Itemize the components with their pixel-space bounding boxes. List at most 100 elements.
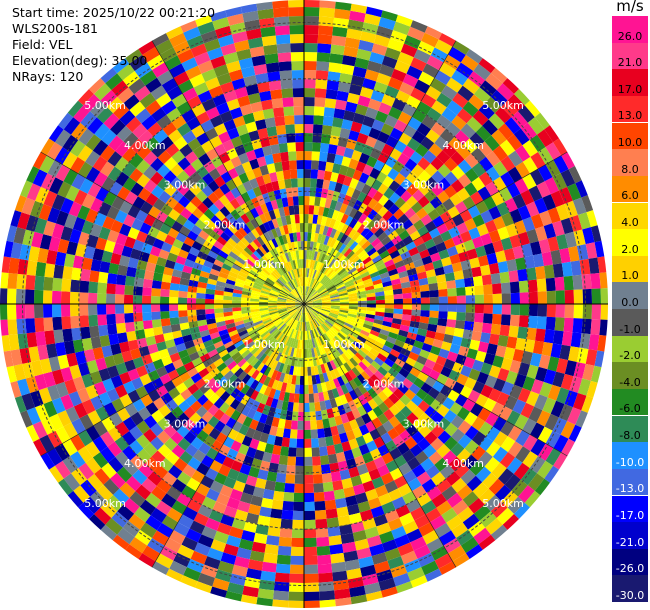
ppi-bin	[210, 480, 224, 494]
ppi-bin	[552, 263, 564, 278]
ppi-bin	[315, 283, 323, 291]
ppi-bin	[144, 270, 155, 281]
ppi-bin	[442, 397, 455, 410]
ppi-bin	[77, 446, 93, 463]
ppi-bin	[387, 556, 404, 570]
ppi-bin	[400, 319, 411, 327]
ppi-bin	[320, 263, 327, 273]
ppi-bin	[402, 145, 416, 159]
ppi-bin	[85, 166, 101, 183]
ppi-bin	[298, 195, 304, 206]
ppi-bin	[509, 314, 520, 327]
ppi-bin	[241, 435, 253, 447]
ppi-bin	[217, 560, 235, 574]
ppi-bin	[250, 292, 260, 297]
ppi-bin	[223, 291, 233, 297]
ppi-bin	[447, 389, 460, 402]
ppi-bin	[320, 293, 330, 298]
colorbar-tick-label: 17.0	[617, 82, 643, 96]
ppi-bin	[103, 478, 120, 495]
ppi-bin	[156, 70, 174, 86]
ppi-bin	[122, 416, 137, 431]
ppi-bin	[472, 275, 483, 287]
ppi-bin	[402, 298, 413, 304]
ppi-bin	[267, 275, 276, 283]
ppi-bin	[87, 410, 102, 426]
range-ring-label: 4.00km	[124, 139, 166, 152]
ppi-bin	[232, 313, 243, 319]
ppi-bin	[277, 322, 285, 330]
colorbar-segment: 0.0	[612, 282, 648, 309]
ppi-bin	[393, 172, 406, 186]
ppi-bin	[424, 405, 437, 419]
ppi-bin	[160, 281, 171, 290]
ppi-bin	[178, 297, 188, 304]
ppi-bin	[281, 437, 290, 448]
ppi-bin	[502, 514, 519, 530]
ppi-bin	[49, 177, 64, 195]
ppi-bin	[278, 293, 288, 298]
ppi-bin	[25, 274, 36, 290]
ppi-bin	[575, 180, 588, 198]
ppi-bin	[477, 186, 492, 201]
ppi-bin	[292, 311, 299, 319]
ppi-bin	[171, 500, 187, 515]
ppi-bin	[275, 125, 287, 136]
range-ring-label: 3.00km	[164, 179, 206, 192]
ppi-bin	[462, 196, 476, 210]
ppi-bin	[301, 321, 304, 331]
ppi-bin	[58, 478, 74, 496]
ppi-bin	[198, 229, 210, 241]
ppi-bin	[283, 106, 295, 116]
ppi-bin	[297, 297, 304, 304]
ppi-bin	[306, 312, 311, 322]
ppi-bin	[39, 358, 52, 374]
ppi-bin	[350, 3, 368, 14]
ppi-bin	[48, 356, 61, 372]
ppi-bin	[196, 314, 207, 321]
ppi-bin	[356, 547, 372, 560]
ppi-bin	[320, 363, 327, 374]
ppi-bin	[335, 253, 344, 262]
ppi-bin	[380, 586, 398, 598]
ppi-bin	[402, 103, 417, 117]
ppi-bin	[429, 196, 443, 209]
colorbar-segment: -10.0	[612, 442, 648, 469]
ppi-bin	[377, 464, 390, 477]
ppi-bin	[322, 481, 334, 492]
ppi-bin	[364, 526, 380, 539]
ppi-bin	[263, 320, 273, 327]
ppi-bin	[85, 441, 101, 458]
ppi-bin	[385, 459, 399, 473]
ppi-bin	[456, 448, 472, 464]
ppi-bin	[307, 287, 312, 296]
ppi-bin	[404, 207, 416, 219]
ppi-bin	[180, 271, 191, 280]
ppi-bin	[219, 413, 231, 425]
ppi-bin	[391, 526, 407, 540]
ppi-bin	[526, 364, 539, 380]
ppi-bin	[267, 406, 276, 417]
ppi-bin	[464, 425, 479, 440]
ppi-bin	[62, 152, 78, 169]
ppi-bin	[323, 362, 330, 373]
ppi-bin	[257, 588, 274, 600]
ppi-bin	[306, 312, 310, 322]
ppi-bin	[66, 352, 78, 367]
ppi-bin	[226, 147, 239, 160]
ppi-bin	[272, 284, 282, 291]
ppi-bin	[326, 257, 334, 267]
ppi-bin	[323, 170, 333, 181]
ppi-bin	[319, 400, 327, 411]
ppi-bin	[305, 277, 309, 287]
ppi-bin	[290, 546, 304, 557]
ppi-bin	[1, 335, 11, 352]
range-ring-label: 3.00km	[403, 179, 445, 192]
ppi-bin	[307, 287, 313, 296]
ppi-bin	[210, 382, 222, 394]
ppi-bin	[356, 264, 367, 273]
ppi-bin	[308, 393, 315, 403]
ppi-bin	[259, 305, 269, 309]
ppi-bin	[357, 191, 367, 203]
ppi-bin	[71, 122, 88, 140]
